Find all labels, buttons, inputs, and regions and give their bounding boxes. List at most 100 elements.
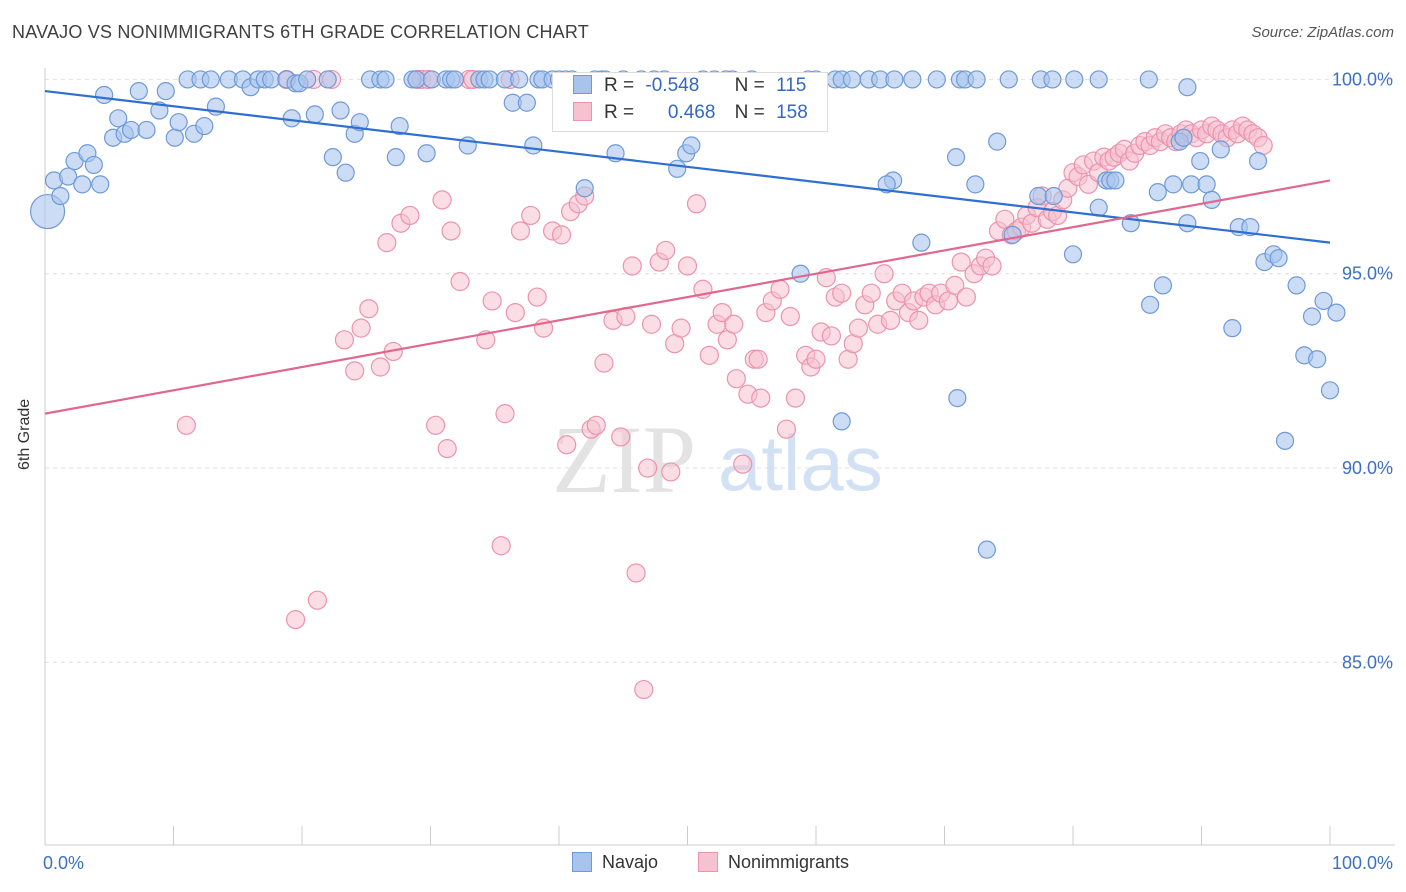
navajo-point	[668, 159, 687, 178]
nonimmigrants-point	[307, 590, 328, 610]
nonimmigrants-n-value: 158	[776, 102, 808, 123]
navajo-point	[323, 148, 342, 167]
navajo-point	[73, 175, 92, 194]
nonimmigrants-point	[686, 194, 707, 214]
navajo-point	[1164, 175, 1183, 194]
legend-item-nonimmigrants[interactable]: Nonimmigrants	[698, 852, 849, 873]
navajo-point	[195, 116, 214, 136]
navajo-point	[1287, 276, 1306, 295]
nonimmigrants-point	[622, 256, 642, 276]
navajo-point	[1178, 78, 1197, 97]
nonimmigrants-point	[832, 283, 852, 303]
navajo-point	[390, 116, 409, 136]
nonimmigrants-point	[785, 388, 806, 408]
navajo-point	[51, 186, 70, 206]
nonimmigrants-point	[638, 458, 658, 478]
navajo-point	[165, 128, 184, 147]
x-tick-label: 100.0%	[1332, 853, 1393, 873]
navajo-point	[1003, 225, 1022, 244]
navajo-point	[517, 93, 536, 112]
nonimmigrants-point	[634, 679, 654, 700]
navajo-point	[336, 163, 355, 182]
navajo-point	[1044, 186, 1063, 206]
navajo-point	[1314, 291, 1333, 311]
navajo-point	[386, 148, 405, 167]
nonimmigrants-point	[491, 536, 511, 556]
navajo-point	[1148, 183, 1167, 202]
stats-legend: R = -0.548 N = 115 R = 0.468 N = 158	[552, 72, 828, 132]
nonimmigrants-point	[874, 264, 894, 284]
navajo-trend-line	[44, 89, 1331, 244]
navajo-legend-swatch	[572, 852, 592, 872]
nonimmigrants-point	[285, 610, 306, 630]
navajo-point	[121, 120, 141, 140]
navajo-point	[156, 81, 175, 101]
y-tick-label: 90.0%	[1342, 458, 1393, 478]
nonimmigrants-trend-line	[44, 179, 1331, 415]
nonimmigrants-point	[982, 256, 1002, 276]
nonimmigrants-point	[880, 310, 901, 330]
navajo-point	[1211, 140, 1230, 159]
navajo-point	[524, 136, 543, 155]
navajo-point	[912, 233, 931, 252]
navajo-point	[1327, 303, 1346, 322]
nonimmigrants-point	[724, 314, 744, 334]
navajo-n-value: 115	[776, 75, 807, 96]
stats-row-nonimmigrants: R = 0.468 N = 158	[573, 102, 808, 128]
nonimmigrants-point	[505, 302, 525, 323]
navajo-point	[791, 264, 810, 283]
nonimmigrants-point	[426, 415, 446, 435]
navajo-point	[999, 70, 1018, 89]
navajo-point	[1043, 70, 1062, 89]
navajo-point	[59, 167, 78, 186]
navajo-point	[1063, 245, 1083, 264]
navajo-point	[948, 388, 967, 408]
r-label: R =	[604, 75, 635, 96]
nonimmigrants-point	[656, 240, 676, 261]
tick-labels: 100.0% 95.0% 90.0% 85.0% 0.0% 100.0%	[43, 69, 1393, 873]
nonimmigrants-point	[510, 221, 531, 241]
navajo-point	[967, 70, 986, 89]
nonimmigrants-point	[677, 256, 698, 276]
nonimmigrants-point	[951, 252, 971, 272]
nonimmigrants-point	[441, 221, 461, 241]
navajo-point	[1153, 276, 1173, 295]
navajo-point	[376, 70, 395, 89]
nonimmigrants-point	[712, 302, 732, 323]
navajo-point	[575, 179, 594, 198]
navajo-point	[1029, 186, 1048, 206]
navajo-point	[331, 101, 350, 120]
navajo-point	[1241, 218, 1260, 237]
navajo-r-value: -0.548	[645, 75, 700, 96]
nonimmigrants-swatch	[573, 102, 592, 121]
navajo-point	[84, 155, 103, 175]
r-label: R =	[604, 102, 635, 123]
navajo-point	[1182, 175, 1201, 194]
navajo-point	[510, 70, 529, 89]
navajo-point	[305, 105, 324, 124]
navajo-point	[946, 148, 966, 167]
navajo-point	[877, 175, 896, 194]
nonimmigrants-legend-swatch	[698, 852, 718, 872]
legend-item-navajo[interactable]: Navajo	[572, 852, 658, 873]
nonimmigrants-point	[334, 330, 355, 350]
navajo-point	[417, 144, 436, 163]
nonimmigrants-point	[780, 306, 800, 327]
navajo-swatch	[573, 75, 592, 94]
nonimmigrants-legend-label: Nonimmigrants	[728, 852, 850, 872]
navajo-point	[927, 70, 946, 89]
navajo-point	[1139, 70, 1158, 89]
nonimmigrants-point	[699, 345, 719, 365]
nonimmigrants-point	[626, 563, 646, 583]
nonimmigrants-point	[770, 279, 790, 299]
navajo-point	[201, 70, 220, 89]
navajo-point	[1302, 307, 1322, 326]
navajo-point	[350, 113, 369, 132]
nonimmigrants-r-value: 0.468	[667, 102, 716, 123]
navajo-point	[977, 540, 997, 559]
navajo-point	[1174, 128, 1193, 147]
navajo-point	[988, 132, 1007, 151]
navajo-legend-label: Navajo	[602, 852, 659, 872]
source-label: Source: ZipAtlas.com	[1251, 24, 1394, 41]
